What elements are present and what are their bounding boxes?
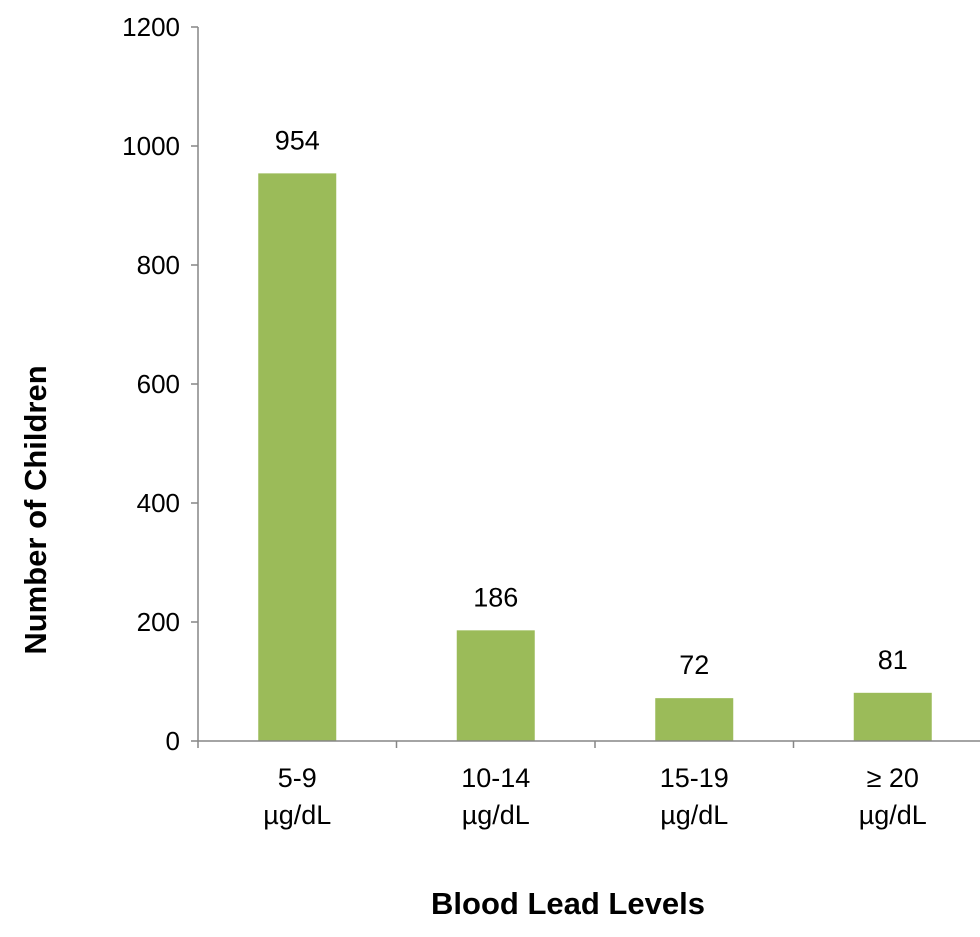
bar-1 <box>258 173 337 741</box>
y-tick-label-0: 0 <box>166 726 180 756</box>
x-category-label-1: 5-9 µg/dL <box>263 763 331 830</box>
y-tick-label-600: 600 <box>137 369 180 399</box>
x-category-label-4: ≥ 20 µg/dL <box>859 763 927 830</box>
y-axis-title: Number of Children <box>18 365 53 654</box>
x-category-label-2-line-1: 10-14 <box>461 763 530 793</box>
x-category-label-3-line-2: µg/dL <box>660 800 728 830</box>
y-tick-label-1000: 1000 <box>122 131 180 161</box>
x-category-label-2: 10-14 µg/dL <box>461 763 530 830</box>
x-category-label-4-line-1: ≥ 20 <box>867 763 919 793</box>
x-category-label-4-line-2: µg/dL <box>859 800 927 830</box>
y-tick-label-800: 800 <box>137 250 180 280</box>
x-category-label-3: 15-19 µg/dL <box>660 763 729 830</box>
data-label-3: 72 <box>679 650 709 680</box>
y-tick-label-1200: 1200 <box>122 12 180 42</box>
x-category-label-1-line-2: µg/dL <box>263 800 331 830</box>
bars-layer <box>258 173 932 741</box>
x-category-label-2-line-2: µg/dL <box>462 800 530 830</box>
x-axis-title: Blood Lead Levels <box>431 886 705 921</box>
bar-2 <box>456 630 535 741</box>
data-label-2: 186 <box>473 582 518 612</box>
data-label-4: 81 <box>878 645 908 675</box>
y-tick-label-200: 200 <box>137 607 180 637</box>
x-category-label-3-line-1: 15-19 <box>660 763 729 793</box>
bar-4 <box>853 692 932 741</box>
x-category-label-1-line-1: 5-9 <box>278 763 317 793</box>
bar-3 <box>655 698 734 741</box>
data-label-1: 954 <box>275 125 320 155</box>
axes-layer <box>191 26 980 748</box>
y-tick-label-400: 400 <box>137 488 180 518</box>
